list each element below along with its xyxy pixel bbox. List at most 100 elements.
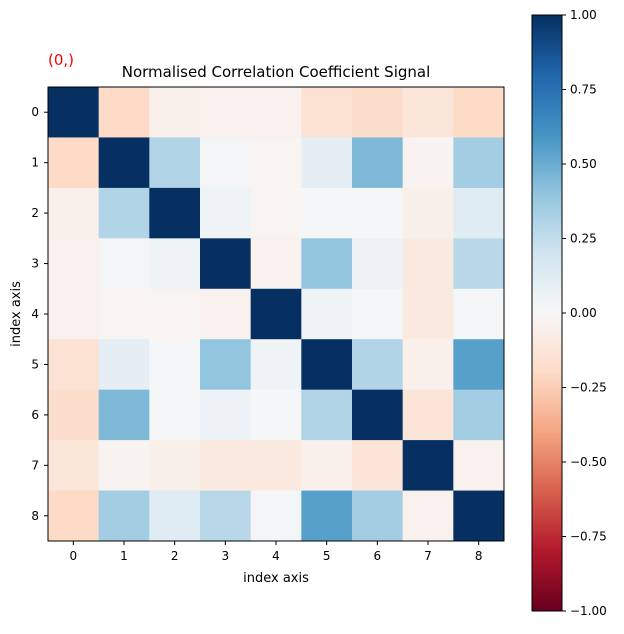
heatmap-cell-1-5 <box>301 137 353 189</box>
heatmap-cell-5-7 <box>402 339 454 391</box>
heatmap-cell-8-7 <box>402 490 454 542</box>
heatmap-cell-2-7 <box>402 187 454 239</box>
heatmap-cell-2-4 <box>250 187 302 239</box>
heatmap-cell-5-3 <box>200 339 252 391</box>
heatmap-cell-5-6 <box>352 339 404 391</box>
chart-title: Normalised Correlation Coefficient Signa… <box>122 63 431 81</box>
heatmap-cell-0-4 <box>250 87 302 138</box>
heatmap-cell-4-5 <box>301 288 353 340</box>
heatmap-cell-6-1 <box>98 389 150 441</box>
heatmap-cell-6-7 <box>402 389 454 441</box>
colorbar-tick-label-6: −0.50 <box>570 455 607 469</box>
heatmap-cell-5-8 <box>453 339 505 391</box>
colorbar-tick-label-0: 1.00 <box>570 8 597 22</box>
heatmap-cells <box>48 87 505 542</box>
heatmap-cell-1-0 <box>48 137 100 189</box>
y-tick-label-4: 4 <box>31 307 39 321</box>
colorbar-ticks: 1.00 0.75 0.50 0.25 0.00 −0.25 −0.50 −0.75 −1.00 <box>562 8 607 618</box>
heatmap-cell-1-6 <box>352 137 404 189</box>
x-tick-label-2: 2 <box>171 549 179 563</box>
heatmap-cell-6-8 <box>453 389 505 441</box>
heatmap-cell-4-6 <box>352 288 404 340</box>
heatmap-cell-1-7 <box>402 137 454 189</box>
x-tick-label-8: 8 <box>475 549 483 563</box>
x-tick-label-3: 3 <box>222 549 230 563</box>
heatmap-cell-8-1 <box>98 490 150 542</box>
y-axis-ticks: 0 1 2 3 4 5 6 7 8 <box>31 105 48 523</box>
heatmap-cell-3-0 <box>48 238 100 290</box>
heatmap-cell-8-6 <box>352 490 404 542</box>
heatmap-cell-2-8 <box>453 187 505 239</box>
heatmap-cell-4-2 <box>149 288 201 340</box>
heatmap-cell-3-7 <box>402 238 454 290</box>
heatmap-cell-2-6 <box>352 187 404 239</box>
heatmap-cell-3-2 <box>149 238 201 290</box>
y-tick-label-8: 8 <box>31 509 39 523</box>
x-tick-label-4: 4 <box>272 549 280 563</box>
heatmap-cell-0-1 <box>98 87 150 138</box>
heatmap-cell-2-2 <box>149 187 201 239</box>
heatmap-cell-3-4 <box>250 238 302 290</box>
heatmap-cell-2-3 <box>200 187 252 239</box>
y-tick-label-0: 0 <box>31 105 39 119</box>
heatmap-cell-7-8 <box>453 440 505 492</box>
heatmap-cell-0-5 <box>301 87 353 138</box>
heatmap-cell-6-5 <box>301 389 353 441</box>
y-tick-label-7: 7 <box>31 458 39 472</box>
y-tick-label-5: 5 <box>31 357 39 371</box>
colorbar-tick-label-5: −0.25 <box>570 381 607 395</box>
colorbar <box>531 14 563 612</box>
heatmap-cell-4-8 <box>453 288 505 340</box>
heatmap-cell-7-5 <box>301 440 353 492</box>
heatmap-cell-8-8 <box>453 490 505 542</box>
x-tick-label-7: 7 <box>424 549 432 563</box>
x-axis-label: index axis <box>243 571 309 586</box>
heatmap-cell-7-1 <box>98 440 150 492</box>
heatmap-cell-1-1 <box>98 137 150 189</box>
heatmap-cell-3-1 <box>98 238 150 290</box>
heatmap-cell-0-3 <box>200 87 252 138</box>
heatmap-cell-8-4 <box>250 490 302 542</box>
heatmap-cell-1-3 <box>200 137 252 189</box>
heatmap-cell-4-7 <box>402 288 454 340</box>
heatmap-cell-3-3 <box>200 238 252 290</box>
y-tick-label-2: 2 <box>31 206 39 220</box>
colorbar-tick-label-2: 0.50 <box>570 157 597 171</box>
heatmap-cell-2-5 <box>301 187 353 239</box>
heatmap-cell-1-4 <box>250 137 302 189</box>
heatmap-cell-8-2 <box>149 490 201 542</box>
heatmap-cell-1-8 <box>453 137 505 189</box>
heatmap-cell-6-6 <box>352 389 404 441</box>
heatmap-cell-4-0 <box>48 288 100 340</box>
x-tick-label-1: 1 <box>120 549 128 563</box>
y-axis-label: index axis <box>9 281 24 347</box>
heatmap-cell-3-5 <box>301 238 353 290</box>
corner-label: (0,) <box>48 51 74 69</box>
heatmap-cell-7-2 <box>149 440 201 492</box>
heatmap-cell-3-6 <box>352 238 404 290</box>
heatmap-cell-4-4 <box>250 288 302 340</box>
x-tick-label-0: 0 <box>70 549 78 563</box>
heatmap-cell-0-2 <box>149 87 201 138</box>
heatmap-cell-0-6 <box>352 87 404 138</box>
heatmap-cell-3-8 <box>453 238 505 290</box>
heatmap-cell-8-3 <box>200 490 252 542</box>
y-tick-label-6: 6 <box>31 408 39 422</box>
heatmap-cell-7-6 <box>352 440 404 492</box>
colorbar-tick-label-7: −0.75 <box>570 530 607 544</box>
heatmap-cell-5-1 <box>98 339 150 391</box>
heatmap-cell-2-1 <box>98 187 150 239</box>
heatmap-cell-6-4 <box>250 389 302 441</box>
colorbar-tick-label-4: 0.00 <box>570 306 597 320</box>
x-tick-label-6: 6 <box>374 549 382 563</box>
heatmap-cell-4-1 <box>98 288 150 340</box>
heatmap-cell-6-2 <box>149 389 201 441</box>
heatmap-cell-7-4 <box>250 440 302 492</box>
heatmap-cell-8-0 <box>48 490 100 542</box>
heatmap-cell-0-0 <box>48 87 100 138</box>
heatmap-cell-5-2 <box>149 339 201 391</box>
y-tick-label-1: 1 <box>31 156 39 170</box>
heatmap-cell-5-0 <box>48 339 100 391</box>
